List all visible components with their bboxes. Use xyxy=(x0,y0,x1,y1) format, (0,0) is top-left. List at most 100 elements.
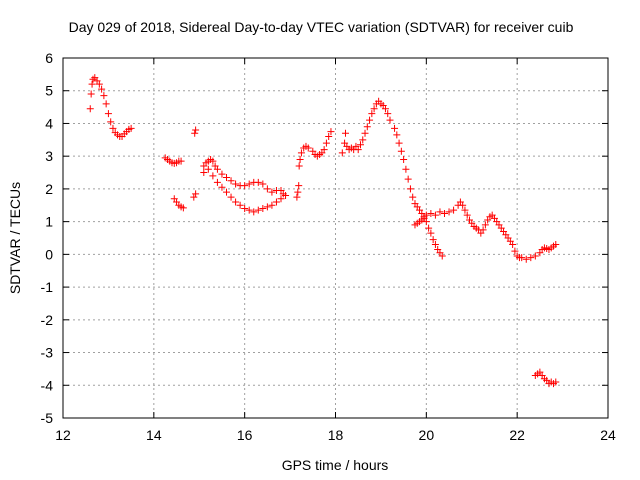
data-point xyxy=(552,378,560,386)
data-point xyxy=(218,170,226,178)
data-point xyxy=(209,157,217,165)
x-tick-label: 24 xyxy=(600,427,616,443)
plot-frame xyxy=(62,57,609,419)
data-point xyxy=(441,209,448,217)
data-point xyxy=(227,193,235,201)
data-point xyxy=(254,206,262,214)
data-point xyxy=(409,193,417,201)
series-seg1 xyxy=(86,74,135,141)
data-point xyxy=(479,226,487,234)
data-point xyxy=(127,124,135,132)
x-tick-label: 16 xyxy=(237,427,253,443)
data-point xyxy=(322,139,330,147)
data-point xyxy=(327,128,335,136)
data-point xyxy=(86,105,94,113)
data-point xyxy=(509,241,517,249)
data-point xyxy=(368,110,376,118)
data-point xyxy=(427,209,435,217)
data-point xyxy=(218,183,226,191)
data-point xyxy=(241,205,249,213)
series-seg10 xyxy=(531,368,560,388)
data-point xyxy=(294,188,302,196)
data-point xyxy=(436,208,444,216)
data-point xyxy=(241,182,249,190)
data-point xyxy=(204,165,212,173)
series-seg9 xyxy=(411,198,560,263)
data-point xyxy=(297,149,305,157)
chart-title: Day 029 of 2018, Sidereal Day-to-day VTE… xyxy=(69,19,574,35)
data-point xyxy=(209,172,217,180)
data-point xyxy=(245,180,253,188)
data-point xyxy=(87,90,95,98)
y-tick-label: 3 xyxy=(45,148,53,164)
series-seg5 xyxy=(200,155,287,198)
data-point xyxy=(102,100,110,108)
data-point xyxy=(296,155,304,163)
data-point xyxy=(450,206,458,214)
y-tick-label: 1 xyxy=(45,214,53,230)
data-point xyxy=(422,211,430,219)
data-point xyxy=(320,146,328,154)
data-point xyxy=(481,221,489,229)
data-point xyxy=(511,247,519,255)
data-point xyxy=(395,139,403,147)
x-tick-label: 12 xyxy=(55,427,71,443)
x-tick-label: 20 xyxy=(419,427,435,443)
data-point xyxy=(438,252,446,260)
data-point xyxy=(386,116,394,124)
data-point xyxy=(406,185,414,193)
data-point xyxy=(522,255,530,263)
x-tick-label: 14 xyxy=(146,427,162,443)
data-point xyxy=(259,205,267,213)
data-point xyxy=(402,165,410,173)
data-point xyxy=(431,241,439,249)
data-point xyxy=(263,185,271,193)
data-point xyxy=(527,254,535,262)
data-point xyxy=(404,175,412,183)
data-point xyxy=(363,123,371,131)
data-point xyxy=(341,129,349,137)
data-point xyxy=(268,201,276,209)
data-point xyxy=(177,157,185,165)
data-point xyxy=(192,190,200,198)
data-point xyxy=(223,173,230,181)
series-seg7 xyxy=(293,128,335,201)
data-point xyxy=(236,201,244,209)
y-tick-label: -3 xyxy=(41,345,54,361)
y-tick-label: 6 xyxy=(45,50,53,66)
x-axis-label: GPS time / hours xyxy=(282,457,389,473)
data-point xyxy=(359,136,367,144)
data-point xyxy=(463,211,471,219)
series-seg6 xyxy=(200,162,290,216)
data-point xyxy=(191,129,199,137)
data-point xyxy=(254,178,262,186)
x-tick-label: 22 xyxy=(509,427,525,443)
y-tick-label: -5 xyxy=(41,410,54,426)
data-point xyxy=(293,193,301,201)
y-tick-label: 0 xyxy=(45,246,53,262)
data-point xyxy=(427,229,435,237)
data-point xyxy=(384,110,392,118)
data-point xyxy=(425,224,433,232)
data-point xyxy=(263,203,271,211)
data-point xyxy=(98,85,106,93)
data-point xyxy=(259,180,267,188)
data-point xyxy=(391,124,399,132)
data-point xyxy=(295,162,303,170)
data-point xyxy=(518,254,526,262)
data-point xyxy=(100,92,108,100)
grid xyxy=(63,58,608,418)
data-point xyxy=(104,110,112,118)
data-point xyxy=(304,144,312,152)
y-tick-label: 2 xyxy=(45,181,53,197)
data-point xyxy=(361,129,369,137)
data-point xyxy=(200,169,208,177)
series-seg3 xyxy=(170,195,187,212)
data-point xyxy=(268,188,276,196)
y-tick-label: 5 xyxy=(45,83,53,99)
data-point xyxy=(232,180,240,188)
data-point xyxy=(192,126,200,134)
data-point xyxy=(397,147,405,155)
data-point xyxy=(272,198,280,206)
